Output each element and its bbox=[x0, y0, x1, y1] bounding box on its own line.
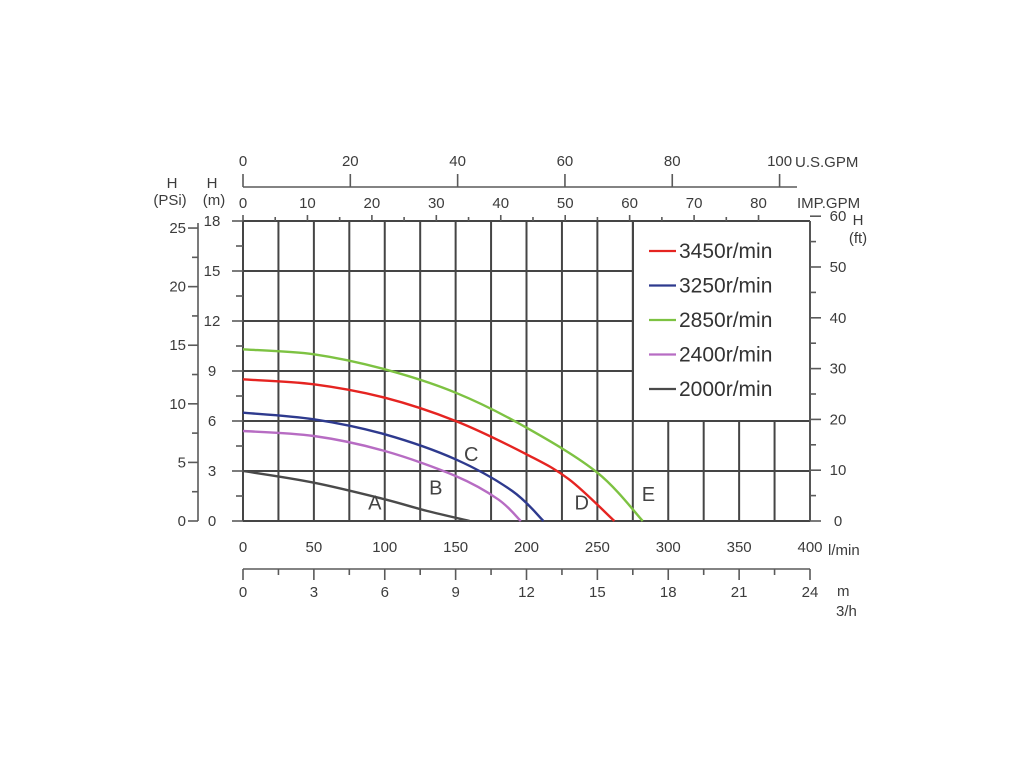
curve-letter-C: C bbox=[464, 444, 478, 466]
left-psi-axis-title-top: H bbox=[167, 175, 178, 192]
m-axis-tick-label: 12 bbox=[204, 313, 221, 330]
m3h-axis-tick-label: 3 bbox=[310, 584, 318, 601]
psi-axis-tick-label: 25 bbox=[169, 220, 186, 237]
right-ft-axis-title-bottom: (ft) bbox=[849, 230, 867, 247]
impgpm-axis-tick-label: 20 bbox=[364, 195, 381, 212]
lmin-axis-tick-label: 0 bbox=[239, 539, 247, 556]
ft-axis-tick-label: 0 bbox=[834, 513, 842, 530]
curve-letter-D: D bbox=[575, 492, 589, 514]
m3h-axis-tick-label: 12 bbox=[518, 584, 535, 601]
m-axis-tick-label: 18 bbox=[204, 213, 221, 230]
legend-label: 3450r/min bbox=[679, 240, 772, 263]
curve-letters: A BC D E bbox=[368, 444, 655, 514]
usgpm-axis-tick-label: 0 bbox=[239, 153, 247, 170]
curve-3450r-min bbox=[242, 378, 616, 522]
axis-units: H (PSi) H (m) H (ft) U.S.GPM IMP.GPM l/m… bbox=[153, 154, 867, 620]
psi-axis-tick-label: 20 bbox=[169, 279, 186, 296]
m-axis-tick-label: 6 bbox=[208, 413, 216, 430]
legend-label: 2400r/min bbox=[679, 344, 772, 367]
m3h-axis-unit-bottom: 3/h bbox=[836, 603, 857, 620]
lmin-axis-tick-label: 200 bbox=[514, 539, 539, 556]
legend-label: 3250r/min bbox=[679, 275, 772, 298]
legend-label: 2000r/min bbox=[679, 378, 772, 401]
psi-axis-tick-label: 10 bbox=[169, 396, 186, 413]
impgpm-axis-unit: IMP.GPM bbox=[797, 195, 860, 212]
impgpm-axis-tick-label: 40 bbox=[492, 195, 509, 212]
m3h-axis-tick-label: 24 bbox=[802, 584, 819, 601]
lmin-axis-tick-label: 100 bbox=[372, 539, 397, 556]
curve-letter-E: E bbox=[642, 484, 655, 506]
lmin-axis-tick-label: 300 bbox=[656, 539, 681, 556]
psi-axis-tick-label: 15 bbox=[169, 337, 186, 354]
ft-axis-tick-label: 20 bbox=[830, 411, 847, 428]
curve-2850r-min bbox=[242, 348, 644, 522]
ft-axis-tick-label: 60 bbox=[830, 208, 847, 225]
lmin-axis-tick-label: 50 bbox=[306, 539, 323, 556]
impgpm-axis-tick-label: 10 bbox=[299, 195, 316, 212]
curve-letter-B: B bbox=[429, 477, 442, 499]
lmin-axis-unit: l/min bbox=[828, 542, 860, 559]
m3h-axis-tick-label: 15 bbox=[589, 584, 606, 601]
curve-2000r-min bbox=[242, 469, 471, 523]
left-m-axis-title-top: H bbox=[207, 175, 218, 192]
right-ft-axis-title-top: H bbox=[853, 212, 864, 229]
m-axis-tick-label: 0 bbox=[208, 513, 216, 530]
performance-curves bbox=[242, 348, 644, 523]
usgpm-axis-tick-label: 100 bbox=[767, 153, 792, 170]
impgpm-axis-tick-label: 70 bbox=[686, 195, 703, 212]
ft-axis-tick-label: 10 bbox=[830, 462, 847, 479]
m3h-axis-unit-top: m bbox=[837, 583, 850, 600]
lmin-axis-tick-label: 150 bbox=[443, 539, 468, 556]
m3h-axis-tick-label: 21 bbox=[731, 584, 748, 601]
psi-axis-tick-label: 0 bbox=[178, 513, 186, 530]
psi-axis-tick-label: 5 bbox=[178, 454, 186, 471]
usgpm-axis-tick-label: 20 bbox=[342, 153, 359, 170]
left-psi-axis-title-bottom: (PSi) bbox=[153, 192, 186, 209]
usgpm-axis-unit: U.S.GPM bbox=[795, 154, 858, 171]
usgpm-axis-tick-label: 40 bbox=[449, 153, 466, 170]
curve-3250r-min bbox=[242, 411, 545, 522]
impgpm-axis-tick-label: 30 bbox=[428, 195, 445, 212]
m3h-axis-tick-label: 18 bbox=[660, 584, 677, 601]
lmin-axis-tick-label: 250 bbox=[585, 539, 610, 556]
legend-label: 2850r/min bbox=[679, 309, 772, 332]
m-axis-tick-label: 15 bbox=[204, 263, 221, 280]
m-axis-tick-label: 3 bbox=[208, 463, 216, 480]
m3h-axis-tick-label: 6 bbox=[381, 584, 389, 601]
ft-axis-tick-label: 30 bbox=[830, 361, 847, 378]
impgpm-axis-tick-label: 0 bbox=[239, 195, 247, 212]
left-m-axis-title-bottom: (m) bbox=[203, 192, 226, 209]
ft-axis-tick-label: 40 bbox=[830, 310, 847, 327]
m3h-axis-tick-label: 0 bbox=[239, 584, 247, 601]
curve-letter-A: A bbox=[368, 492, 382, 514]
impgpm-axis-tick-label: 50 bbox=[557, 195, 574, 212]
usgpm-axis-tick-label: 80 bbox=[664, 153, 681, 170]
impgpm-axis-tick-label: 60 bbox=[621, 195, 638, 212]
m-axis-tick-label: 9 bbox=[208, 363, 216, 380]
lmin-axis-tick-label: 400 bbox=[797, 539, 822, 556]
impgpm-axis-tick-label: 80 bbox=[750, 195, 767, 212]
ft-axis-tick-label: 50 bbox=[830, 259, 847, 276]
m3h-axis-tick-label: 9 bbox=[451, 584, 459, 601]
grid bbox=[242, 220, 811, 522]
usgpm-axis-tick-label: 60 bbox=[557, 153, 574, 170]
lmin-axis-tick-label: 350 bbox=[727, 539, 752, 556]
curve-2400r-min bbox=[242, 429, 522, 522]
legend: 3450r/min 3250r/min 2850r/min 2400r/min 2000… bbox=[649, 240, 772, 401]
